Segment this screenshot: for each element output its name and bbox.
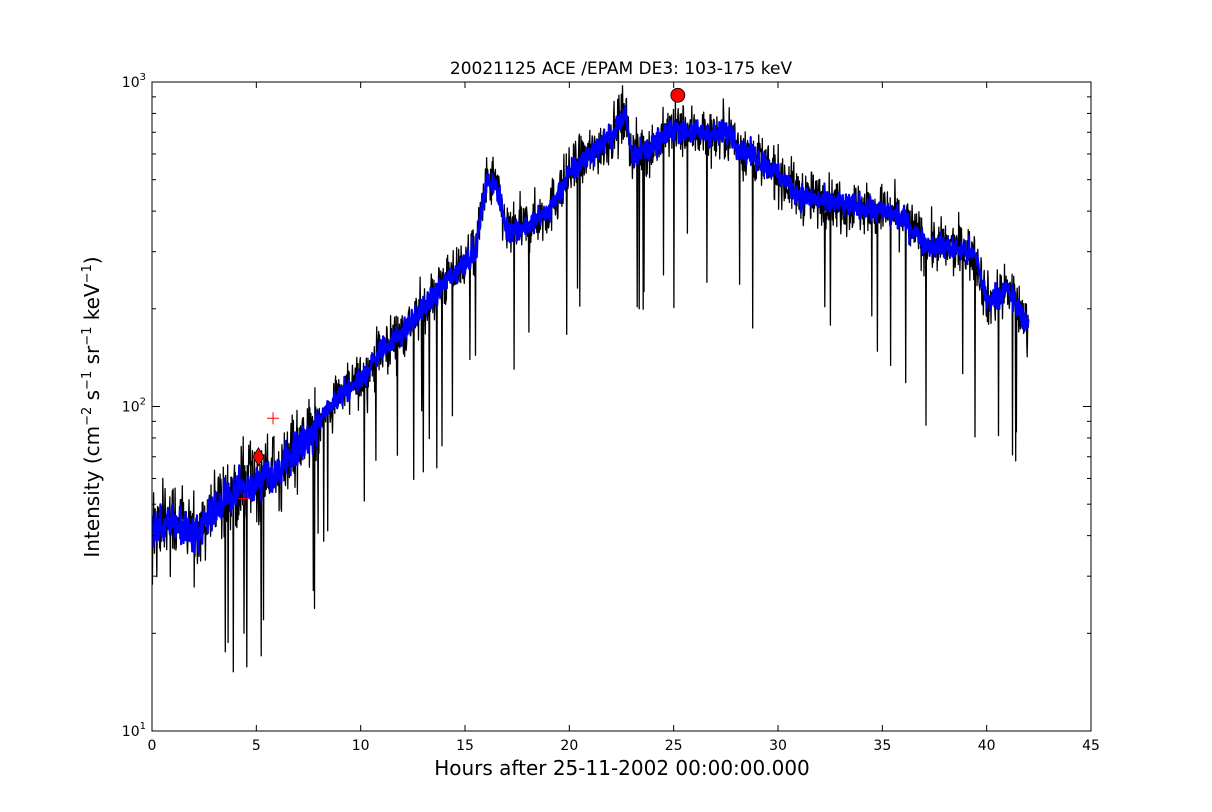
- y-label-suffix: ): [80, 256, 104, 264]
- y-axis-ticks: 101 102 103: [122, 72, 1091, 740]
- y-tick-label: 102: [122, 397, 146, 416]
- x-tick-label: 20: [560, 738, 578, 754]
- y-label-sup4: −1: [80, 264, 95, 283]
- diamond-marker: [252, 446, 265, 467]
- y-label-mid2: sr: [80, 345, 104, 371]
- y-label-mid1: s: [80, 390, 104, 407]
- plot-area: [151, 81, 1092, 732]
- x-tick-label: 0: [148, 738, 157, 754]
- x-tick-label: 15: [456, 738, 474, 754]
- plot-frame: [151, 81, 1092, 732]
- plus-marker: [237, 492, 250, 505]
- x-tick-label: 30: [769, 738, 787, 754]
- y-label-prefix: Intensity (cm: [80, 426, 104, 558]
- x-tick-label: 45: [1082, 738, 1100, 754]
- y-tick-label: 103: [122, 72, 146, 91]
- y-label-sup3: −1: [80, 327, 95, 346]
- y-axis-label: Intensity (cm−2 s−1 sr−1 keV−1): [80, 256, 104, 557]
- x-axis-ticks: 0 5 10 15 20 25 30 35 40 45: [148, 82, 1100, 754]
- series-line-smoothed: [152, 105, 1030, 554]
- series-line-raw: [152, 85, 1030, 673]
- x-tick-label: 5: [252, 738, 261, 754]
- plus-marker: [267, 412, 280, 425]
- series-layer: [152, 85, 1030, 673]
- x-tick-label: 10: [352, 738, 370, 754]
- y-label-sup1: −2: [80, 407, 95, 426]
- x-tick-label: 35: [873, 738, 891, 754]
- chart-title: 20021125 ACE /EPAM DE3: 103-175 keV: [450, 59, 793, 79]
- marker-layer: [237, 87, 686, 505]
- y-tick-label: 101: [122, 721, 146, 740]
- y-label-mid3: keV: [80, 283, 104, 327]
- x-axis-label: Hours after 25-11-2002 00:00:00.000: [434, 756, 810, 780]
- y-label-sup2: −1: [80, 371, 95, 390]
- x-tick-label: 25: [665, 738, 683, 754]
- x-tick-label: 40: [978, 738, 996, 754]
- circle-marker: [670, 87, 686, 103]
